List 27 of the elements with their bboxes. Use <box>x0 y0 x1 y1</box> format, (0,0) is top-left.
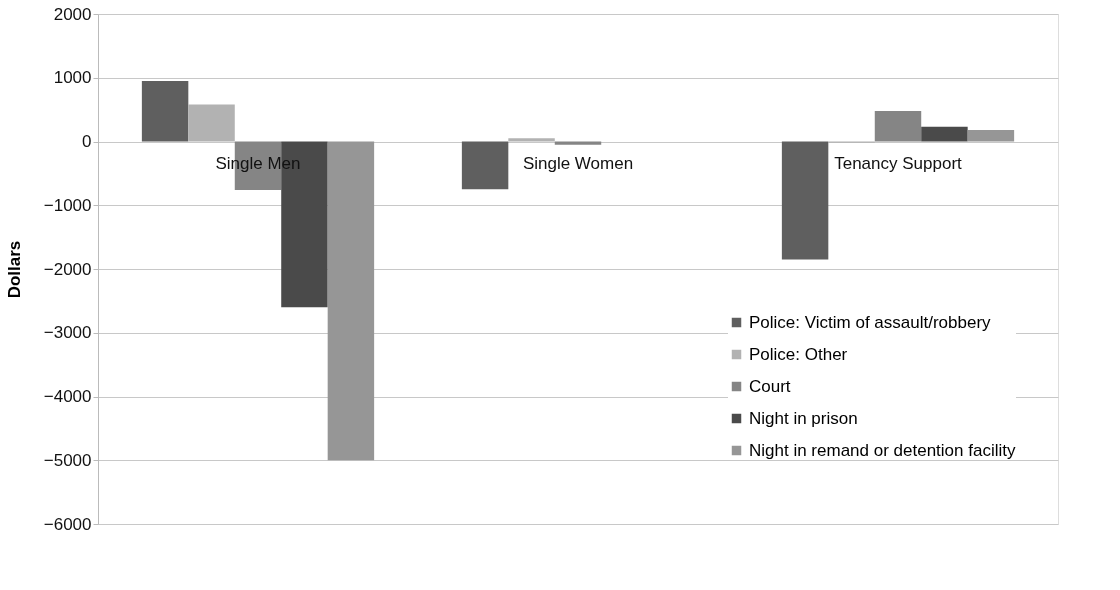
y-tick-label: −6000 <box>43 514 92 534</box>
legend-label: Night in remand or detention facility <box>749 440 1016 460</box>
bar <box>141 80 189 142</box>
y-tick-label: −2000 <box>43 259 92 279</box>
legend-label: Police: Victim of assault/robbery <box>749 312 992 332</box>
y-tick-label: −4000 <box>43 387 92 406</box>
x-tick-label: Tenancy Support <box>834 154 963 173</box>
y-tick-label: 1000 <box>53 68 92 88</box>
bar <box>327 141 375 461</box>
bar <box>188 104 235 142</box>
legend-label: Night in prison <box>749 408 858 428</box>
y-tick-label: 0 <box>82 132 92 151</box>
bar <box>874 110 922 142</box>
y-tick-label: −5000 <box>43 450 92 470</box>
bar <box>461 141 509 190</box>
bar <box>781 141 829 260</box>
y-axis-title: Dollars <box>4 240 24 299</box>
x-tick-label: Single Women <box>522 154 634 173</box>
legend-label: Court <box>749 376 791 396</box>
legend-label: Police: Other <box>749 344 848 364</box>
y-tick-label: 2000 <box>53 4 92 24</box>
y-tick-label: −1000 <box>43 195 92 215</box>
bar <box>508 138 555 142</box>
bar <box>921 126 968 142</box>
bar <box>554 141 602 145</box>
y-tick-label: −3000 <box>43 323 92 343</box>
bar <box>967 130 1015 142</box>
